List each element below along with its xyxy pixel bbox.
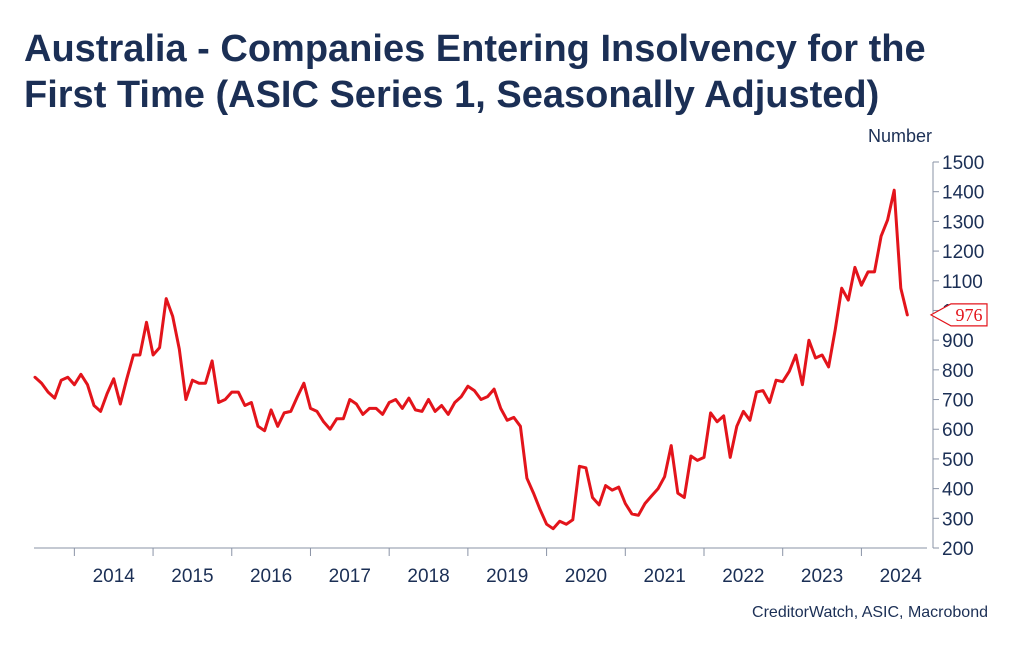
x-tick-label: 2023 [801, 566, 843, 587]
last-value-label: 976 [956, 305, 983, 325]
y-tick-label: 1400 [942, 183, 984, 204]
last-value-callout [929, 303, 988, 327]
x-tick-label: 2020 [565, 566, 607, 587]
y-tick-label: 500 [942, 450, 974, 471]
x-tick-label: 2019 [486, 566, 528, 587]
x-tick-label: 2014 [93, 566, 136, 587]
y-tick-label: 1300 [942, 212, 984, 233]
y-tick-label: 400 [942, 480, 974, 501]
x-tick-label: 2018 [407, 566, 449, 587]
source-note: CreditorWatch, ASIC, Macrobond [752, 604, 988, 621]
x-tick-label: 2024 [880, 566, 923, 587]
x-tick-label: 2021 [644, 566, 686, 587]
x-tick-label: 2017 [329, 566, 371, 587]
series-line [33, 188, 909, 531]
y-tick-label: 700 [942, 391, 974, 412]
y-tick-label: 1500 [942, 153, 984, 174]
y-tick-label: 1100 [942, 272, 983, 293]
y-axis-label: Number [867, 126, 932, 146]
y-tick-label: 600 [942, 420, 974, 441]
y-tick-label: 900 [942, 331, 974, 352]
y-tick-label: 800 [942, 361, 974, 382]
chart-title: Australia - Companies Entering Insolvenc… [24, 28, 926, 116]
x-tick-label: 2022 [722, 566, 764, 587]
x-tick-label: 2015 [171, 566, 213, 587]
x-tick-label: 2016 [250, 566, 292, 587]
y-tick-label: 1200 [942, 242, 984, 263]
y-tick-label: 300 [942, 509, 974, 530]
y-tick-label: 200 [942, 539, 974, 560]
